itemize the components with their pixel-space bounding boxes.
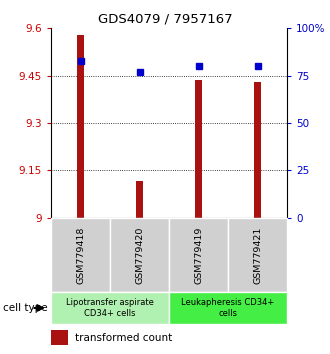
Text: cell type: cell type: [3, 303, 48, 313]
Text: GSM779420: GSM779420: [135, 226, 144, 284]
Bar: [169, 218, 228, 292]
Text: GSM779421: GSM779421: [253, 226, 262, 284]
Text: Lipotransfer aspirate
CD34+ cells: Lipotransfer aspirate CD34+ cells: [66, 298, 154, 318]
Bar: [51, 218, 110, 292]
Text: GSM779418: GSM779418: [76, 226, 85, 284]
Bar: [51, 330, 68, 345]
Text: GSM779419: GSM779419: [194, 226, 203, 284]
Text: Leukapheresis CD34+
cells: Leukapheresis CD34+ cells: [182, 298, 275, 318]
Bar: [77, 35, 84, 218]
Bar: [254, 82, 261, 218]
Bar: [110, 218, 169, 292]
Text: transformed count: transformed count: [75, 333, 172, 343]
Bar: [51, 292, 169, 324]
Bar: [228, 218, 287, 292]
Bar: [136, 181, 143, 218]
Text: GDS4079 / 7957167: GDS4079 / 7957167: [98, 12, 232, 25]
Bar: [169, 292, 287, 324]
Bar: [195, 80, 202, 218]
